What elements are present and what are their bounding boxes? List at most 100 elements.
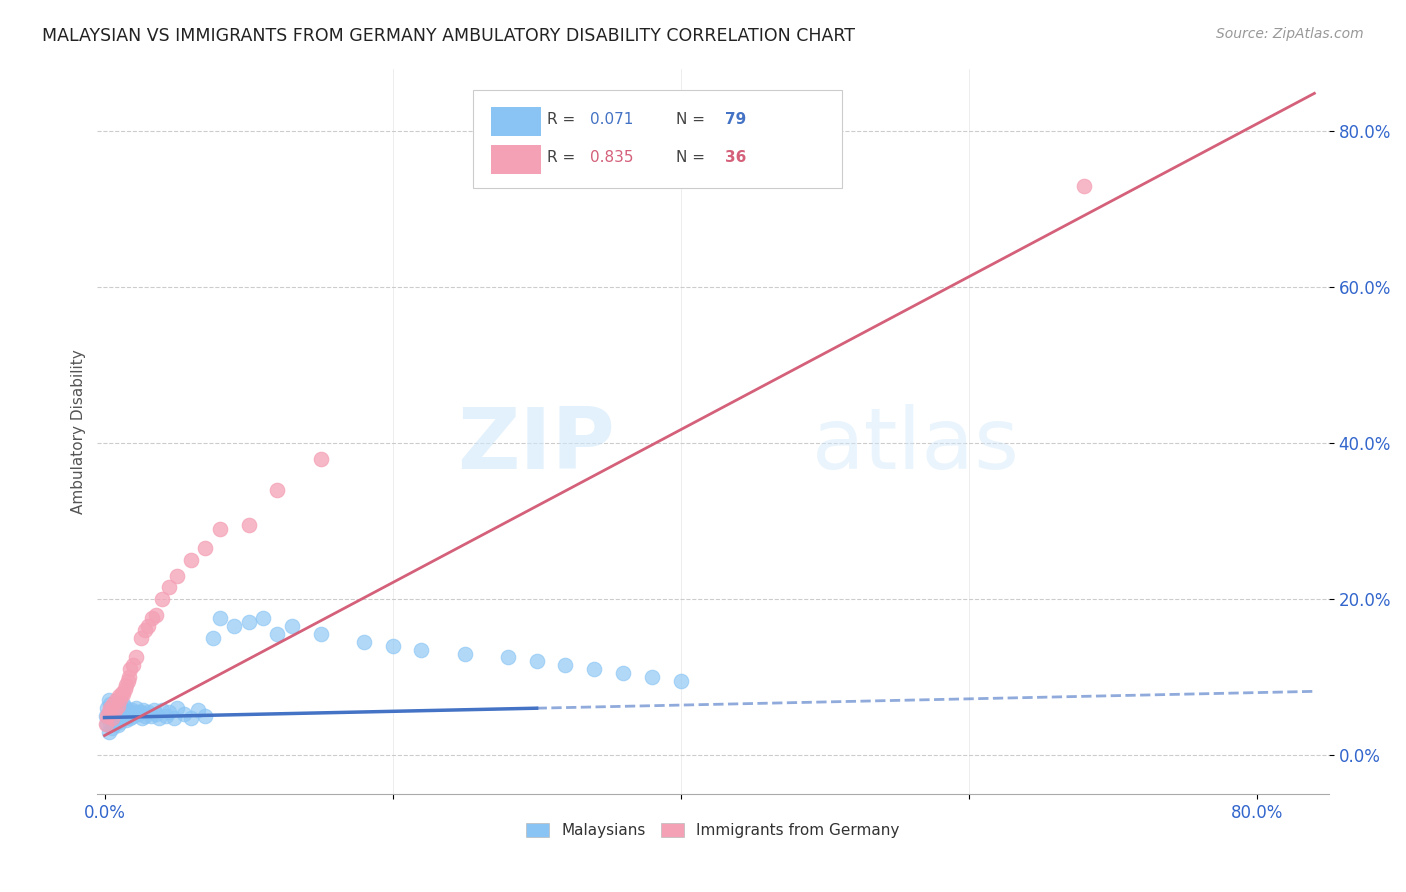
Point [104, 709, 127, 723]
Point [108, 705, 131, 719]
Point [103, 713, 125, 727]
Point [97, 693, 120, 707]
Point [114, 681, 136, 696]
Point [94, 709, 117, 723]
Point [266, 483, 288, 497]
Point [208, 522, 231, 536]
Text: 36: 36 [725, 150, 747, 164]
Point [108, 690, 131, 704]
Point [134, 709, 156, 723]
Point [115, 678, 138, 692]
Point [180, 553, 202, 567]
Point [98, 716, 121, 731]
Point [583, 662, 606, 676]
Point [111, 701, 134, 715]
Point [194, 541, 217, 556]
Point [114, 703, 136, 717]
Point [110, 715, 132, 730]
Point [411, 642, 433, 657]
Text: Source: ZipAtlas.com: Source: ZipAtlas.com [1216, 27, 1364, 41]
Point [100, 721, 122, 735]
Point [281, 619, 304, 633]
Text: 79: 79 [725, 112, 747, 127]
Point [97, 724, 120, 739]
Point [98, 701, 121, 715]
FancyBboxPatch shape [492, 145, 541, 174]
Text: R =: R = [547, 150, 575, 164]
Point [157, 705, 180, 719]
FancyBboxPatch shape [492, 107, 541, 136]
Point [136, 705, 159, 719]
Point [201, 631, 224, 645]
Point [496, 650, 519, 665]
Point [141, 611, 163, 625]
Point [114, 710, 136, 724]
Point [108, 713, 131, 727]
Point [117, 705, 139, 719]
Point [132, 703, 155, 717]
Point [1073, 178, 1095, 193]
Point [105, 693, 128, 707]
Point [105, 703, 128, 717]
Text: atlas: atlas [811, 404, 1019, 487]
Point [669, 673, 692, 688]
Point [117, 673, 139, 688]
Text: 0.835: 0.835 [591, 150, 634, 164]
Point [111, 710, 134, 724]
Text: MALAYSIAN VS IMMIGRANTS FROM GERMANY AMBULATORY DISABILITY CORRELATION CHART: MALAYSIAN VS IMMIGRANTS FROM GERMANY AMB… [42, 27, 855, 45]
Point [103, 705, 125, 719]
Point [105, 715, 128, 730]
Point [142, 703, 165, 717]
Point [173, 707, 195, 722]
Legend: Malaysians, Immigrants from Germany: Malaysians, Immigrants from Germany [520, 817, 905, 845]
Point [112, 687, 135, 701]
Point [103, 698, 125, 712]
Point [100, 709, 122, 723]
Point [381, 639, 404, 653]
Point [125, 701, 148, 715]
Point [100, 701, 122, 715]
Y-axis label: Ambulatory Disability: Ambulatory Disability [72, 349, 86, 514]
Point [120, 662, 142, 676]
Point [94, 716, 117, 731]
Point [136, 619, 159, 633]
Point [150, 592, 173, 607]
Point [104, 698, 127, 712]
Point [96, 709, 118, 723]
Point [112, 698, 135, 712]
Point [252, 611, 274, 625]
Point [118, 670, 141, 684]
Point [118, 707, 141, 722]
Text: ZIP: ZIP [457, 404, 614, 487]
Point [97, 709, 120, 723]
Point [238, 517, 260, 532]
Point [124, 705, 146, 719]
Point [104, 716, 127, 731]
Point [104, 703, 127, 717]
Point [96, 716, 118, 731]
Point [122, 658, 145, 673]
Point [120, 710, 142, 724]
Point [107, 705, 129, 719]
Text: N =: N = [676, 150, 706, 164]
FancyBboxPatch shape [472, 90, 842, 188]
Point [98, 705, 121, 719]
Point [122, 709, 145, 723]
Point [112, 707, 135, 722]
Point [97, 705, 120, 719]
Point [641, 670, 664, 684]
Point [163, 710, 186, 724]
Point [134, 623, 156, 637]
Text: N =: N = [676, 112, 706, 127]
Point [98, 698, 121, 712]
Point [145, 607, 167, 622]
Point [353, 635, 375, 649]
Point [224, 619, 246, 633]
Point [127, 707, 149, 722]
Point [115, 713, 138, 727]
Point [166, 568, 188, 582]
Point [187, 703, 209, 717]
Point [96, 701, 118, 715]
Point [266, 627, 288, 641]
Point [155, 709, 177, 723]
